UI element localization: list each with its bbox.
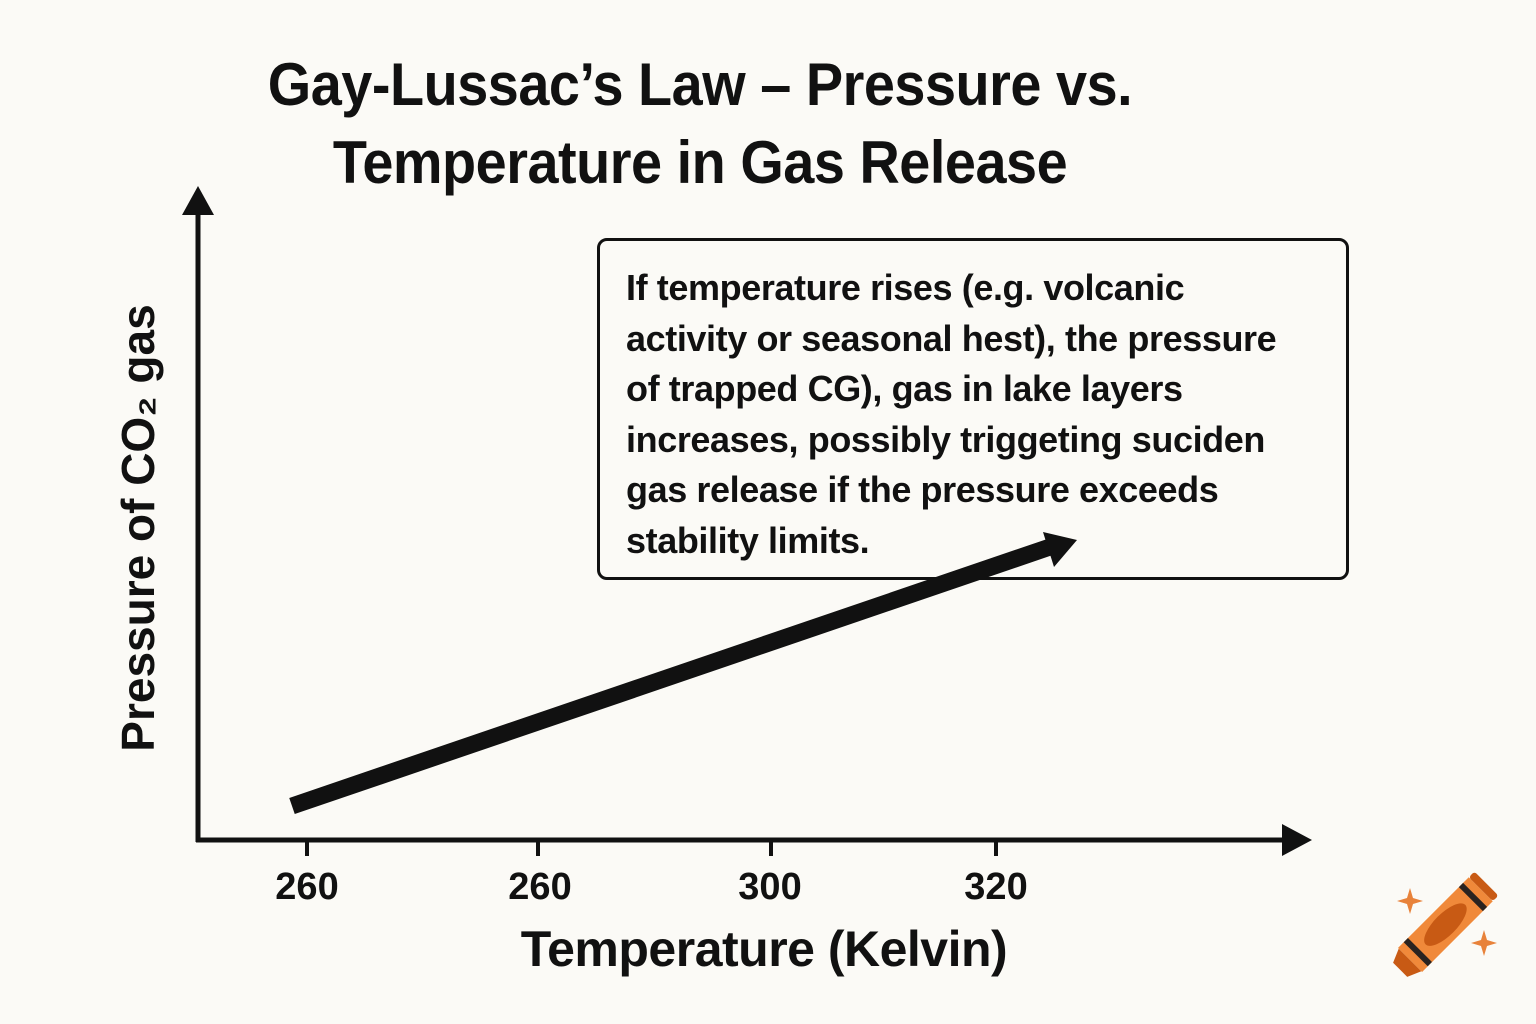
chart-title: Gay-Lussac’s Law – Pressure vs. Temperat… bbox=[216, 46, 1183, 202]
trend-arrowhead bbox=[1043, 532, 1077, 567]
x-tick-label: 260 bbox=[275, 866, 339, 908]
annotation-line: If temperature rises (e.g. volcanic bbox=[626, 267, 1185, 308]
trend-line bbox=[289, 538, 1053, 815]
x-tick-label: 260 bbox=[508, 866, 572, 908]
annotation-line: activity or seasonal hest), the pressure bbox=[626, 317, 1277, 359]
annotation-box: If temperature rises (e.g. volcanic acti… bbox=[597, 238, 1349, 580]
annotation-line: stability limits. bbox=[626, 519, 870, 561]
crayon-icon bbox=[1393, 872, 1498, 977]
y-axis-label: Pressure of CO₂ gas bbox=[112, 304, 164, 752]
annotation-line: gas release if the pressure exceeds bbox=[626, 469, 1219, 510]
x-axis-arrowhead bbox=[1282, 824, 1312, 856]
x-axis-label: Temperature (Kelvin) bbox=[520, 921, 1008, 977]
annotation-line: increases, possibly triggeting suciden bbox=[626, 418, 1265, 460]
x-tick-label: 320 bbox=[964, 866, 1028, 908]
x-tick-label: 300 bbox=[738, 866, 802, 908]
chart-title-line-1: Gay-Lussac’s Law – Pressure vs. bbox=[267, 51, 1133, 118]
annotation-line: of trapped CG), gas in lake layers bbox=[626, 368, 1183, 409]
x-ticks bbox=[305, 840, 998, 856]
chart-title-line-2: Temperature in Gas Release bbox=[332, 129, 1068, 196]
y-axis-arrowhead bbox=[182, 186, 214, 215]
